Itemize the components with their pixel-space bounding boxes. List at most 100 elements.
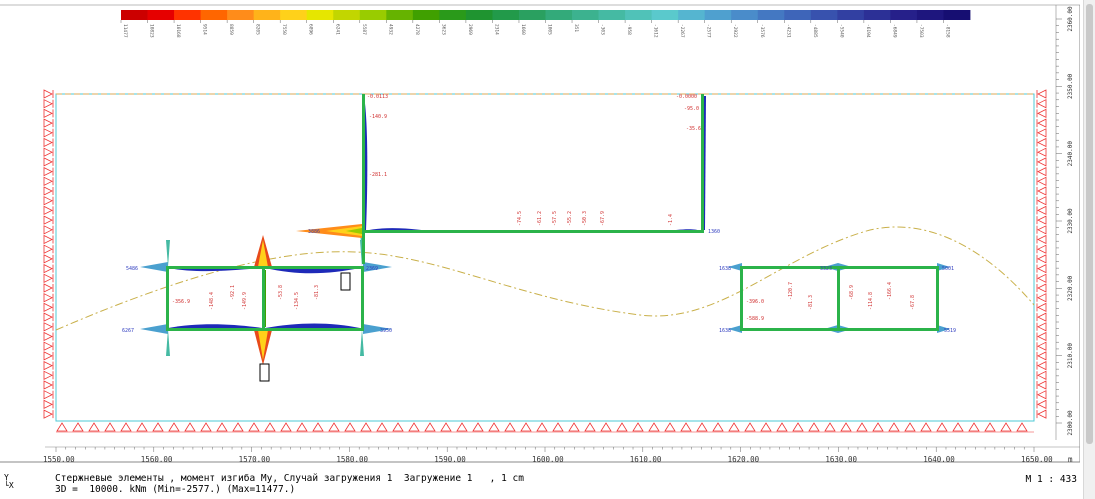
legend-swatch <box>678 10 706 20</box>
support-triangle <box>1037 118 1047 128</box>
x-tick-label: 1590.00 <box>434 455 466 464</box>
support-triangle <box>760 422 772 432</box>
legend-swatch <box>837 10 865 20</box>
support-triangle <box>1037 244 1047 254</box>
legend-swatch <box>545 10 573 20</box>
legend-label: -3576 <box>759 24 765 38</box>
support-triangle <box>43 283 53 293</box>
beam-moment-label: -55.2 <box>567 211 573 226</box>
moment-corner-tr <box>363 262 392 272</box>
support-triangle <box>184 422 196 432</box>
frame-moment-label: -67.8 <box>910 295 916 310</box>
legend-swatch <box>280 10 308 20</box>
legend-swatch <box>572 10 599 20</box>
legend-swatch <box>227 10 255 20</box>
support-triangle <box>1037 137 1047 148</box>
legend-label: 4278 <box>414 24 420 35</box>
legend-swatch <box>731 10 759 20</box>
x-tick-label: 1640.00 <box>923 455 955 464</box>
legend-swatch <box>121 10 148 20</box>
legend-label: 5587 <box>361 24 367 35</box>
x-tick-label: 1550.00 <box>43 455 75 464</box>
frame-moment-label: -81.3 <box>314 285 320 300</box>
support-triangle <box>888 422 900 432</box>
support-triangle <box>872 422 884 432</box>
x-tick-label: 1650.00 <box>1021 455 1053 464</box>
rmoment-corner-bl <box>728 325 742 333</box>
support-triangle <box>136 422 148 432</box>
rmoment-corner-br <box>937 325 950 333</box>
frame-moment-label: -149.9 <box>242 292 248 310</box>
soil-layer-curve <box>55 226 1035 331</box>
node-label: 5001 <box>942 266 954 272</box>
support-triangle <box>1037 186 1047 196</box>
legend-swatch <box>174 10 201 20</box>
beam-moment-label: -1.4 <box>668 214 674 226</box>
support-triangle <box>808 422 820 432</box>
support-triangle <box>488 422 500 432</box>
scale-label: M 1 : 433 <box>1025 474 1077 485</box>
upper-structure[interactable] <box>296 94 706 264</box>
vertical-scrollbar[interactable] <box>1083 0 1095 499</box>
node-label: 1638 <box>719 266 731 272</box>
legend-swatch <box>757 10 785 20</box>
legend-label: -303 <box>600 24 606 35</box>
support-triangle <box>43 360 53 371</box>
left-box-frame[interactable] <box>140 235 392 382</box>
support-triangle <box>1037 234 1047 245</box>
legend-label: 6896 <box>308 24 314 35</box>
legend-label: 6241 <box>334 24 340 35</box>
legend-swatch <box>439 10 467 20</box>
support-triangle <box>43 263 53 274</box>
legend-swatch <box>810 10 838 20</box>
support-triangle <box>43 254 53 264</box>
support-triangle <box>600 422 612 432</box>
node-label: 1360 <box>708 229 720 235</box>
support-triangle <box>43 380 53 390</box>
support-triangle <box>1037 341 1047 351</box>
support-triangle <box>1037 225 1047 235</box>
support-triangle <box>104 422 116 432</box>
legend-label: -2267 <box>679 24 685 38</box>
support-triangle <box>360 422 372 432</box>
support-triangle <box>43 118 53 128</box>
support-triangle <box>72 422 84 432</box>
legend-swatch <box>943 10 971 20</box>
frame-moment-label: -148.4 <box>209 292 215 310</box>
status-line-2: 3D = 10000. kNm (Min=-2577.) (Max=11477.… <box>55 483 296 495</box>
legend-label: 4932 <box>387 24 393 35</box>
support-triangle <box>536 422 548 432</box>
support-triangle <box>1037 293 1047 303</box>
support-triangle <box>43 89 53 99</box>
right-box-frame[interactable] <box>728 263 950 333</box>
legend-label: 9514 <box>202 24 208 35</box>
legend-label: -1612 <box>653 24 659 38</box>
support-triangle <box>712 422 724 432</box>
beam-moment-label: -50.3 <box>582 211 588 226</box>
support-triangle <box>43 99 53 109</box>
support-triangle <box>1037 108 1047 119</box>
support-triangle <box>552 422 564 432</box>
support-triangle <box>824 422 836 432</box>
support-triangle <box>43 351 53 361</box>
support-triangle <box>43 166 53 177</box>
legend-swatch <box>147 10 175 20</box>
x-tick-label: 1580.00 <box>336 455 368 464</box>
legend-swatch <box>916 10 944 20</box>
legend-label: -958 <box>626 24 632 35</box>
moment-col-bl-bot <box>166 329 170 356</box>
y-tick-label: 2330.00 <box>1067 208 1074 234</box>
support-triangle <box>43 128 53 138</box>
marker-box-2 <box>259 363 270 382</box>
support-triangle <box>1037 360 1047 371</box>
support-triangle <box>584 422 596 432</box>
support-triangle <box>43 341 53 351</box>
support-triangle <box>43 137 53 148</box>
support-triangle <box>264 422 276 432</box>
right-edge-supports <box>1036 89 1047 419</box>
support-triangle <box>1037 99 1047 109</box>
upper-right-column <box>701 94 704 233</box>
scrollbar-thumb[interactable] <box>1086 4 1093 444</box>
support-triangle <box>1037 390 1047 400</box>
